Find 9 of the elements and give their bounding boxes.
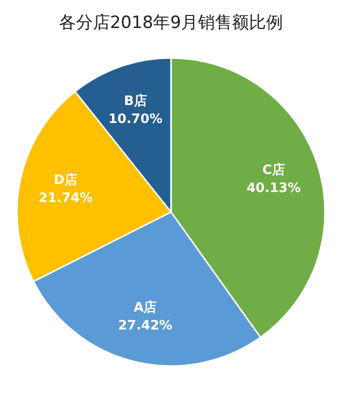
chart-title: 各分店2018年9月销售额比例 xyxy=(58,13,284,33)
data-label: 40.13% xyxy=(246,181,301,196)
slice-label: C店 xyxy=(262,162,285,178)
slice-label: B店 xyxy=(124,93,147,110)
data-label: 27.42% xyxy=(118,318,172,334)
data-label: 10.70% xyxy=(108,112,163,128)
slice-label: A店 xyxy=(134,300,157,316)
slice-label: D店 xyxy=(54,172,78,188)
data-label: 21.74% xyxy=(38,190,93,206)
